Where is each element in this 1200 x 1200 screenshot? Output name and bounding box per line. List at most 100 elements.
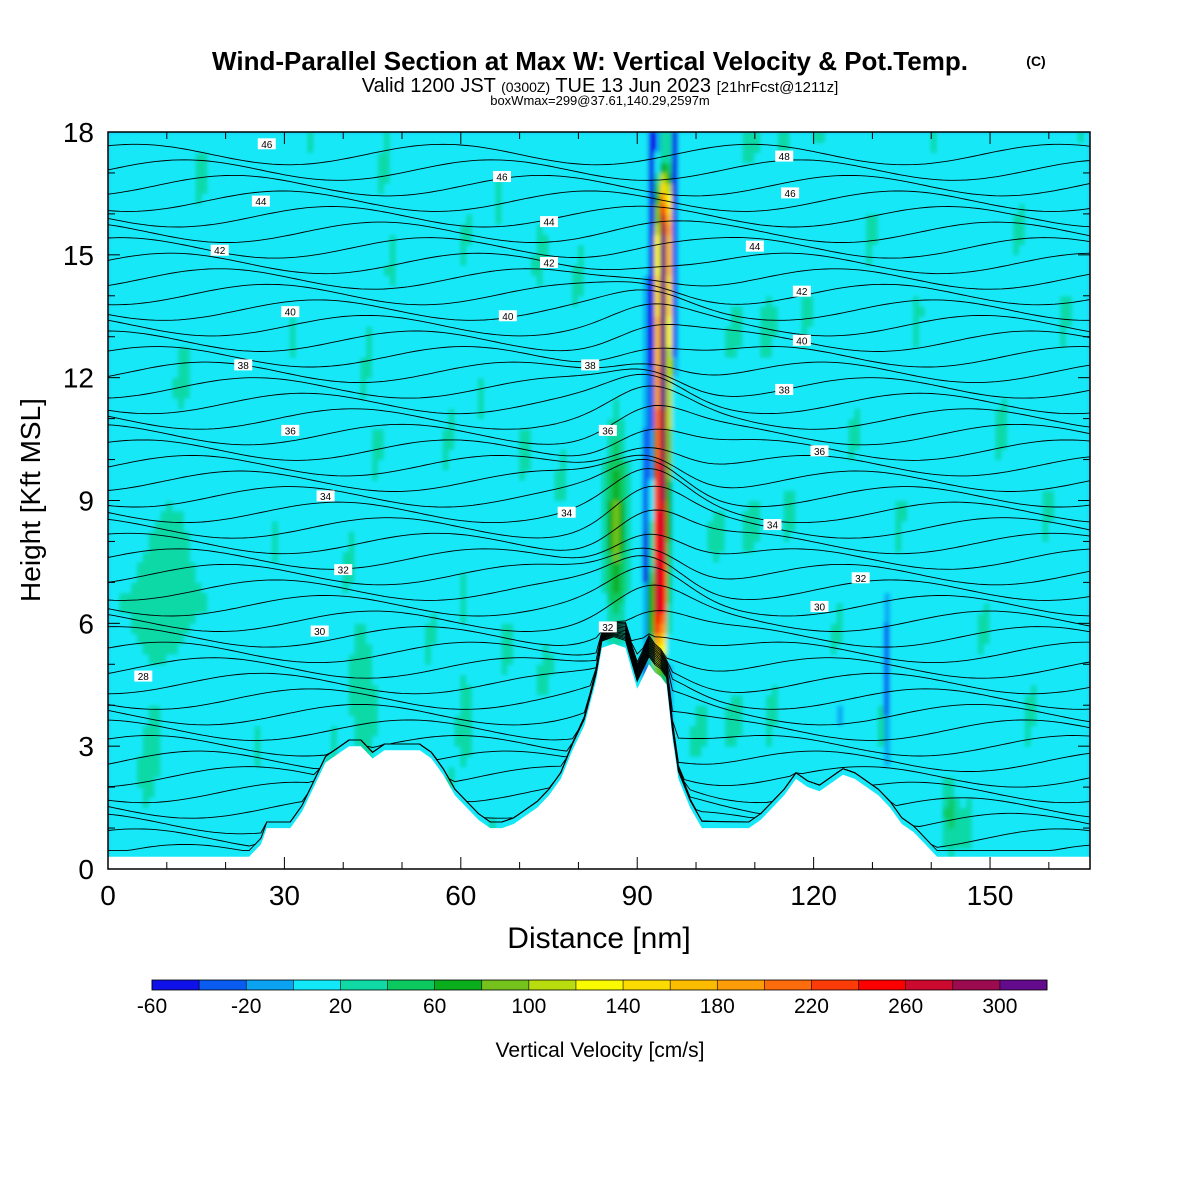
- velocity-cell: [195, 285, 203, 297]
- velocity-cell: [166, 356, 174, 368]
- velocity-cell: [148, 346, 156, 358]
- velocity-cell: [489, 366, 497, 379]
- velocity-cell: [395, 213, 403, 225]
- velocity-cell: [154, 377, 162, 389]
- velocity-cell: [142, 305, 150, 317]
- velocity-cell: [119, 735, 127, 747]
- velocity-cell: [313, 162, 321, 174]
- velocity-cell: [230, 274, 238, 287]
- velocity-cell: [472, 151, 479, 164]
- velocity-cell: [425, 346, 432, 358]
- velocity-cell: [113, 776, 121, 788]
- velocity-cell: [419, 325, 427, 338]
- velocity-cell: [430, 151, 438, 164]
- velocity-cell: [442, 694, 450, 706]
- velocity-cell: [513, 674, 521, 686]
- velocity-cell: [489, 192, 497, 205]
- velocity-cell: [354, 418, 362, 430]
- velocity-cell: [372, 162, 379, 174]
- velocity-cell: [489, 755, 497, 768]
- velocity-cell: [430, 182, 438, 194]
- velocity-cell: [319, 755, 327, 768]
- velocity-cell: [236, 479, 244, 491]
- velocity-cell: [166, 551, 174, 563]
- velocity-cell: [189, 387, 197, 399]
- velocity-cell: [407, 612, 415, 624]
- velocity-cell: [407, 325, 415, 338]
- velocity-cell: [460, 469, 468, 481]
- velocity-cell: [336, 622, 344, 635]
- velocity-cell: [195, 162, 203, 174]
- velocity-cell: [436, 336, 444, 348]
- velocity-cell: [154, 438, 162, 450]
- velocity-cell: [436, 356, 444, 368]
- velocity-cell: [136, 397, 144, 409]
- velocity-cell: [325, 643, 332, 655]
- velocity-cell: [413, 469, 421, 481]
- velocity-cell: [325, 264, 332, 276]
- velocity-cell: [278, 459, 285, 471]
- velocity-cell: [219, 213, 227, 225]
- velocity-cell: [495, 704, 503, 716]
- velocity-cell: [272, 807, 280, 819]
- velocity-cell: [108, 192, 115, 205]
- velocity-cell: [425, 244, 432, 256]
- velocity-cell: [360, 684, 368, 696]
- velocity-cell: [342, 633, 350, 645]
- velocity-cell: [319, 684, 327, 696]
- velocity-cell: [166, 725, 174, 737]
- velocity-cell: [389, 633, 397, 645]
- velocity-cell: [248, 735, 256, 747]
- velocity-cell: [407, 397, 415, 409]
- velocity-cell: [266, 776, 274, 788]
- velocity-cell: [460, 305, 468, 317]
- velocity-cell: [254, 796, 262, 809]
- velocity-cell: [489, 325, 497, 338]
- velocity-cell: [289, 694, 297, 706]
- velocity-cell: [372, 612, 379, 624]
- velocity-cell: [460, 223, 468, 235]
- velocity-cell: [454, 592, 462, 604]
- velocity-cell: [272, 162, 280, 174]
- velocity-cell: [195, 786, 203, 798]
- velocity-cell: [283, 704, 291, 716]
- velocity-cell: [213, 766, 221, 778]
- velocity-cell: [148, 714, 156, 727]
- velocity-cell: [395, 418, 403, 430]
- velocity-cell: [454, 438, 462, 450]
- velocity-cell: [189, 346, 197, 358]
- velocity-cell: [178, 530, 185, 542]
- velocity-cell: [160, 581, 168, 594]
- velocity-cell: [495, 807, 503, 819]
- velocity-cell: [142, 827, 150, 839]
- velocity-cell: [325, 244, 332, 256]
- velocity-cell: [395, 489, 403, 501]
- velocity-cell: [442, 162, 450, 174]
- velocity-cell: [419, 459, 427, 471]
- velocity-cell: [366, 612, 374, 624]
- velocity-cell: [189, 295, 197, 307]
- velocity-cell: [108, 848, 115, 860]
- velocity-cell: [472, 346, 479, 358]
- velocity-cell: [236, 254, 244, 266]
- velocity-cell: [383, 551, 391, 563]
- velocity-cell: [336, 469, 344, 481]
- velocity-cell: [254, 633, 262, 645]
- velocity-cell: [183, 561, 191, 573]
- velocity-cell: [154, 315, 162, 327]
- velocity-cell: [248, 346, 256, 358]
- velocity-cell: [113, 285, 121, 297]
- velocity-cell: [219, 162, 227, 174]
- velocity-cell: [160, 755, 168, 768]
- velocity-cell: [395, 172, 403, 184]
- velocity-cell: [254, 428, 262, 440]
- velocity-cell: [325, 540, 332, 553]
- velocity-cell: [225, 848, 232, 860]
- velocity-cell: [425, 223, 432, 235]
- velocity-cell: [442, 387, 450, 399]
- velocity-cell: [348, 274, 356, 287]
- velocity-cell: [301, 192, 309, 205]
- velocity-cell: [436, 653, 444, 665]
- velocity-cell: [189, 817, 197, 829]
- velocity-cell: [230, 479, 238, 491]
